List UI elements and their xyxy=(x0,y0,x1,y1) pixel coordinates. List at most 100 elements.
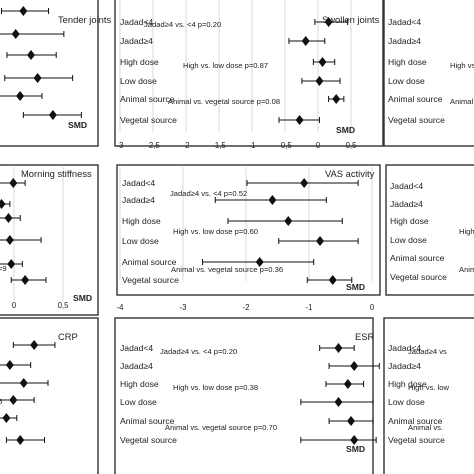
point-estimate xyxy=(11,29,20,39)
p-value-annotation: Animal vs. xyxy=(450,97,474,106)
p-value-annotation: Jadad≥4 vs xyxy=(408,347,447,356)
point-estimate xyxy=(5,235,14,245)
p-value-annotation: Jadad≥4 vs. <4 p=0.20 xyxy=(144,20,221,29)
point-estimate xyxy=(16,435,25,445)
p-value-annotation: High v xyxy=(459,227,474,236)
p-value-annotation: High vs. low xyxy=(450,61,474,70)
forest-panel: Jadad<4 Jadad≥4 High dose Low dose Animal so… xyxy=(114,0,384,150)
category-label: Jadad≥4 xyxy=(390,199,423,209)
category-label: Jadad<4 xyxy=(120,17,153,27)
p-value-annotation: Jadad≥4 vs. <4 p=0.52 xyxy=(170,189,247,198)
point-estimate xyxy=(33,73,42,83)
x-tick-label: -3 xyxy=(180,303,187,312)
point-estimate xyxy=(350,435,359,445)
point-estimate xyxy=(27,50,36,60)
p-value-annotation: Jadad≥4 vs. <4 p=0.20 xyxy=(160,347,237,356)
x-tick-label: 0 xyxy=(370,303,375,312)
category-label: High dose xyxy=(390,216,429,226)
panel-title: Morning stiffness xyxy=(21,168,92,179)
category-label: Animal source xyxy=(388,416,443,426)
x-tick-label: -2 xyxy=(183,141,190,150)
p-value-annotation: Animal vs. xyxy=(408,423,443,432)
axis-label: SMD xyxy=(68,120,87,130)
point-estimate xyxy=(332,94,341,104)
point-estimate xyxy=(30,340,39,350)
point-estimate xyxy=(7,259,16,269)
forest-panel: Jadad<4 Jadad≥4 High dose Low dose Animal so… xyxy=(385,164,474,296)
category-label: Jadad<4 xyxy=(388,17,421,27)
category-label: Jadad≥4 xyxy=(388,36,421,46)
category-label: Animal source xyxy=(120,94,175,104)
point-estimate xyxy=(21,275,30,285)
x-tick-label: -2,5 xyxy=(146,141,160,150)
panel-title: VAS activity xyxy=(325,168,375,179)
point-estimate xyxy=(318,57,327,67)
panel-title: Tender joints xyxy=(58,14,111,25)
panel-title: ESR xyxy=(355,331,375,342)
point-estimate xyxy=(5,360,14,370)
category-label: Jadad≥4 xyxy=(120,361,153,371)
p-value-annotation: 6 xyxy=(0,397,2,406)
panel-frame xyxy=(114,317,374,474)
panel-frame xyxy=(383,0,474,147)
point-estimate xyxy=(315,76,324,86)
x-tick-label: 0,5 xyxy=(58,301,70,310)
category-label: Animal source xyxy=(390,253,445,263)
point-estimate xyxy=(268,195,277,205)
category-label: Jadad≥4 xyxy=(120,36,153,46)
category-label: Vegetal source xyxy=(390,272,447,282)
category-label: Jadad≥4 xyxy=(388,361,421,371)
point-estimate xyxy=(301,36,310,46)
axis-label: SMD xyxy=(346,444,365,454)
panel-frame xyxy=(116,164,381,296)
point-estimate xyxy=(328,275,337,285)
p-value-annotation: High vs. low xyxy=(408,383,449,392)
x-tick-label: -3 xyxy=(117,141,124,150)
x-tick-label: 0,5 xyxy=(346,141,358,150)
point-estimate xyxy=(19,378,28,388)
x-tick-label: 0 xyxy=(12,301,17,310)
point-estimate xyxy=(0,199,6,209)
category-label: Animal source xyxy=(388,94,443,104)
point-estimate xyxy=(347,416,356,426)
axis-label: SMD xyxy=(73,293,92,303)
point-estimate xyxy=(2,413,11,423)
x-tick-label: -0,5 xyxy=(278,141,292,150)
category-label: Jadad<4 xyxy=(390,181,423,191)
forest-panel: Tender joints SMD xyxy=(0,0,111,147)
panel-title: CRP xyxy=(58,331,78,342)
x-tick-label: -2 xyxy=(243,303,250,312)
category-label: Animal source xyxy=(120,416,175,426)
point-estimate xyxy=(324,17,333,27)
panel-title: Swollen joints xyxy=(322,14,380,25)
forest-panel: Jadad<4 Jadad≥4 High dose Low dose Animal so… xyxy=(116,164,381,312)
category-label: High dose xyxy=(388,57,427,67)
panel-frame xyxy=(383,317,474,474)
panel-frame xyxy=(0,0,99,147)
point-estimate xyxy=(16,91,25,101)
x-tick-label: -1 xyxy=(249,141,256,150)
point-estimate xyxy=(334,397,343,407)
forest-panel: Jadad<4 Jadad≥4 High dose Low dose Animal so… xyxy=(383,317,474,474)
point-estimate xyxy=(9,178,18,188)
p-value-annotation: Animal vs. vegetal source p=0.36 xyxy=(171,265,283,274)
axis-label: SMD xyxy=(336,125,355,135)
category-label: Vegetal source xyxy=(122,275,179,285)
point-estimate xyxy=(295,115,304,125)
category-label: High dose xyxy=(120,57,159,67)
category-label: High dose xyxy=(120,379,159,389)
point-estimate xyxy=(343,379,352,389)
x-tick-label: -4 xyxy=(117,303,125,312)
point-estimate xyxy=(9,395,18,405)
point-estimate xyxy=(48,110,57,120)
p-value-annotation: Animal vs. vegetal source p=0.70 xyxy=(165,423,277,432)
category-label: Vegetal source xyxy=(120,115,177,125)
category-label: High dose xyxy=(122,216,161,226)
forest-panel: Jadad<4 Jadad≥4 High dose Low dose Animal so… xyxy=(114,317,380,474)
category-label: Jadad≥4 xyxy=(122,195,155,205)
category-label: Low dose xyxy=(122,236,159,246)
x-tick-label: -1 xyxy=(306,303,313,312)
category-label: Animal source xyxy=(122,257,177,267)
panel-frame xyxy=(114,0,384,147)
